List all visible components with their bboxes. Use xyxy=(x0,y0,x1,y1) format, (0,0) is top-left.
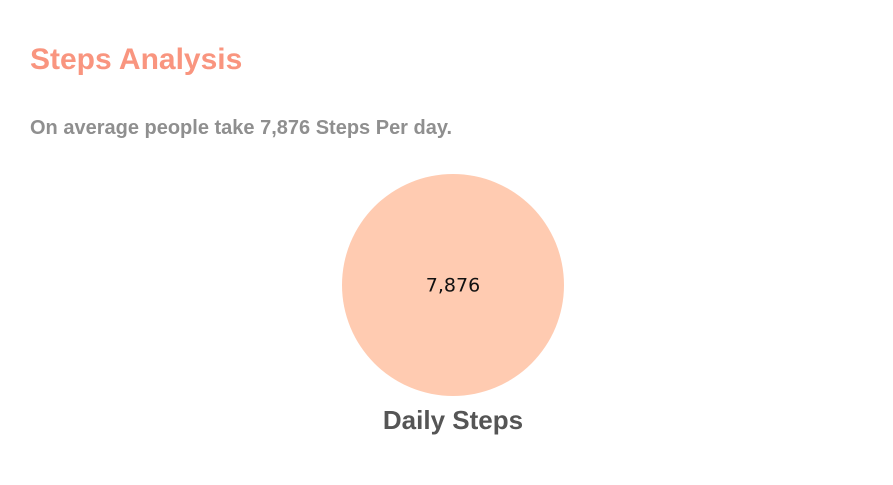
page-title: Steps Analysis xyxy=(30,43,243,76)
pie-slice-daily-steps xyxy=(342,174,564,396)
pie-slice-value-label: 7,876 xyxy=(426,275,480,297)
pie-slices xyxy=(342,174,564,396)
summary-text: On average people take 7,876 Steps Per d… xyxy=(30,117,453,139)
pie-category-label: Daily Steps xyxy=(383,405,523,435)
